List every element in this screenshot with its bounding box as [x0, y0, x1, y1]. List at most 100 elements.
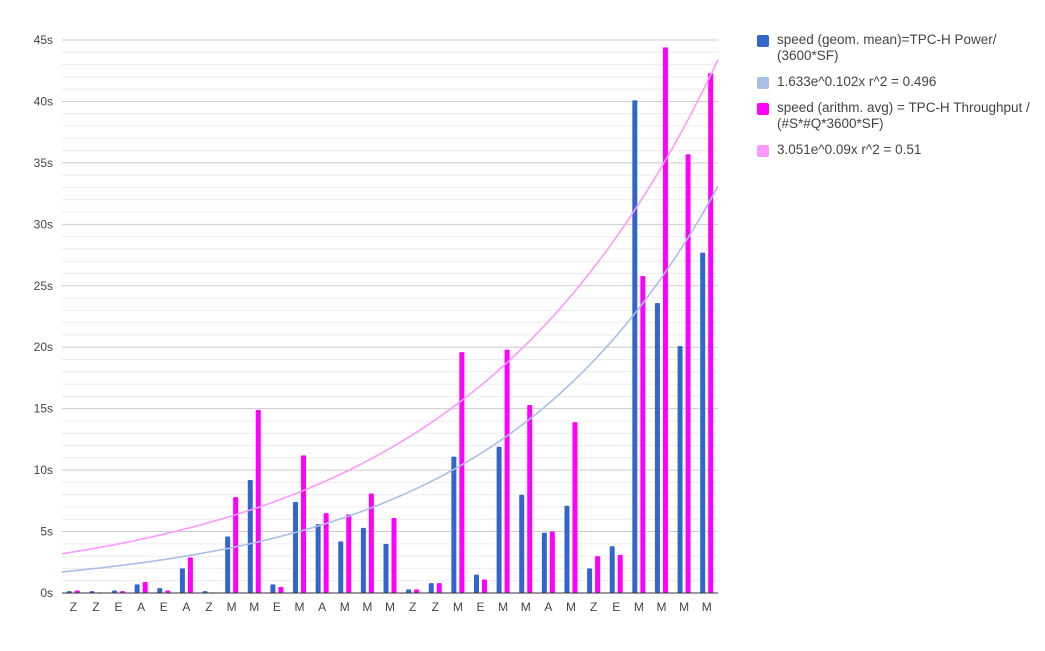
x-tick-label: Z [590, 600, 597, 614]
bar-arith-avg [572, 422, 578, 593]
bar-geom-mean [451, 456, 457, 593]
bar-arith-avg [640, 275, 646, 593]
bar-arith-avg [504, 349, 510, 593]
legend-swatch-geom-trendline [757, 77, 769, 89]
bar-arith-avg [233, 497, 239, 593]
bar-arith-avg [165, 590, 171, 593]
trendline-arith-avg [61, 59, 719, 555]
x-tick-label: M [521, 600, 531, 614]
x-tick-label: M [362, 600, 372, 614]
bar-arith-avg [278, 586, 284, 593]
bar-arith-avg [662, 47, 668, 593]
legend-item-arith-trendline: 3.051e^0.09x r^2 = 0.51 [757, 142, 1037, 158]
x-tick-label: E [115, 600, 123, 614]
bar-arith-avg [527, 404, 533, 593]
x-tick-label: M [634, 600, 644, 614]
legend-label-arith-avg: speed (arithm. avg) = TPC-H Throughput /… [777, 100, 1030, 131]
bar-geom-mean [519, 494, 525, 593]
bar-arith-avg [617, 554, 623, 593]
y-tick-label: 45s [34, 33, 53, 47]
bar-geom-mean [383, 543, 389, 593]
y-tick-label: 25s [34, 279, 53, 293]
x-tick-label: E [476, 600, 484, 614]
bar-geom-mean [609, 546, 615, 593]
bar-arith-avg [391, 518, 397, 593]
legend-item-geom-trendline: 1.633e^0.102x r^2 = 0.496 [757, 74, 1037, 90]
legend-item-arith-avg: speed (arithm. avg) = TPC-H Throughput /… [757, 100, 1037, 132]
bar-geom-mean [677, 345, 683, 593]
legend-swatch-arith-avg [757, 103, 769, 115]
bar-geom-mean [157, 588, 163, 593]
x-tick-label: M [249, 600, 259, 614]
bar-arith-avg [323, 513, 329, 593]
x-tick-label: Z [432, 600, 439, 614]
x-tick-label: E [612, 600, 620, 614]
bar-arith-avg [346, 514, 352, 593]
y-tick-label: 35s [34, 156, 53, 170]
bar-arith-avg [549, 531, 555, 593]
x-tick-label: E [273, 600, 281, 614]
x-tick-label: M [227, 600, 237, 614]
bar-arith-avg [368, 493, 374, 593]
bar-arith-avg [459, 352, 465, 593]
bar-arith-avg [436, 583, 442, 593]
y-tick-label: 15s [34, 402, 53, 416]
trendline-geom-mean [61, 185, 719, 573]
bar-arith-avg [685, 154, 691, 593]
x-tick-label: Z [409, 600, 416, 614]
bar-arith-avg [414, 589, 420, 593]
legend-swatch-arith-trendline [757, 145, 769, 157]
x-tick-label: A [182, 600, 190, 614]
chart-legend: speed (geom. mean)=TPC-H Power/ (3600*SF… [757, 32, 1037, 168]
bar-geom-mean [270, 584, 276, 593]
bar-arith-avg [481, 579, 487, 593]
bar-arith-avg [301, 455, 307, 593]
bar-geom-mean [428, 583, 434, 593]
x-tick-label: M [453, 600, 463, 614]
y-tick-label: 5s [40, 525, 53, 539]
bar-geom-mean [112, 590, 118, 593]
x-tick-label: Z [92, 600, 99, 614]
x-tick-label: M [295, 600, 305, 614]
y-tick-label: 30s [34, 217, 53, 231]
bar-geom-mean [473, 574, 479, 593]
x-tick-label: A [318, 600, 326, 614]
x-tick-label: M [340, 600, 350, 614]
x-tick-label: E [160, 600, 168, 614]
y-tick-label: 40s [34, 94, 53, 108]
x-tick-label: M [385, 600, 395, 614]
bar-geom-mean [406, 589, 412, 593]
bar-geom-mean [700, 252, 706, 593]
bar-arith-avg [708, 73, 714, 594]
x-tick-label: M [498, 600, 508, 614]
bar-arith-avg [187, 557, 193, 593]
bar-geom-mean [587, 568, 593, 593]
bar-arith-avg [74, 590, 80, 593]
x-tick-label: Z [70, 600, 77, 614]
bar-geom-mean [496, 446, 502, 593]
x-tick-label: M [566, 600, 576, 614]
bar-geom-mean [632, 100, 638, 594]
legend-label-arith-trendline: 3.051e^0.09x r^2 = 0.51 [777, 142, 922, 157]
bar-arith-avg [255, 409, 261, 593]
x-tick-label: M [679, 600, 689, 614]
y-tick-label: 0s [40, 586, 53, 600]
x-tick-label: Z [205, 600, 212, 614]
bar-geom-mean [315, 524, 321, 593]
legend-label-geom-mean: speed (geom. mean)=TPC-H Power/ (3600*SF… [777, 32, 997, 63]
y-tick-label: 10s [34, 463, 53, 477]
legend-item-geom-mean: speed (geom. mean)=TPC-H Power/ (3600*SF… [757, 32, 1037, 64]
bar-geom-mean [654, 302, 660, 593]
bar-arith-avg [595, 556, 601, 593]
x-tick-label: M [656, 600, 666, 614]
bar-geom-mean [225, 536, 231, 593]
bar-geom-mean [179, 568, 185, 593]
bar-geom-mean [360, 527, 366, 593]
legend-swatch-geom-mean [757, 35, 769, 47]
bar-geom-mean [134, 584, 140, 593]
bar-geom-mean [338, 541, 344, 593]
x-tick-label: A [544, 600, 552, 614]
y-tick-label: 20s [34, 340, 53, 354]
x-tick-label: M [702, 600, 712, 614]
